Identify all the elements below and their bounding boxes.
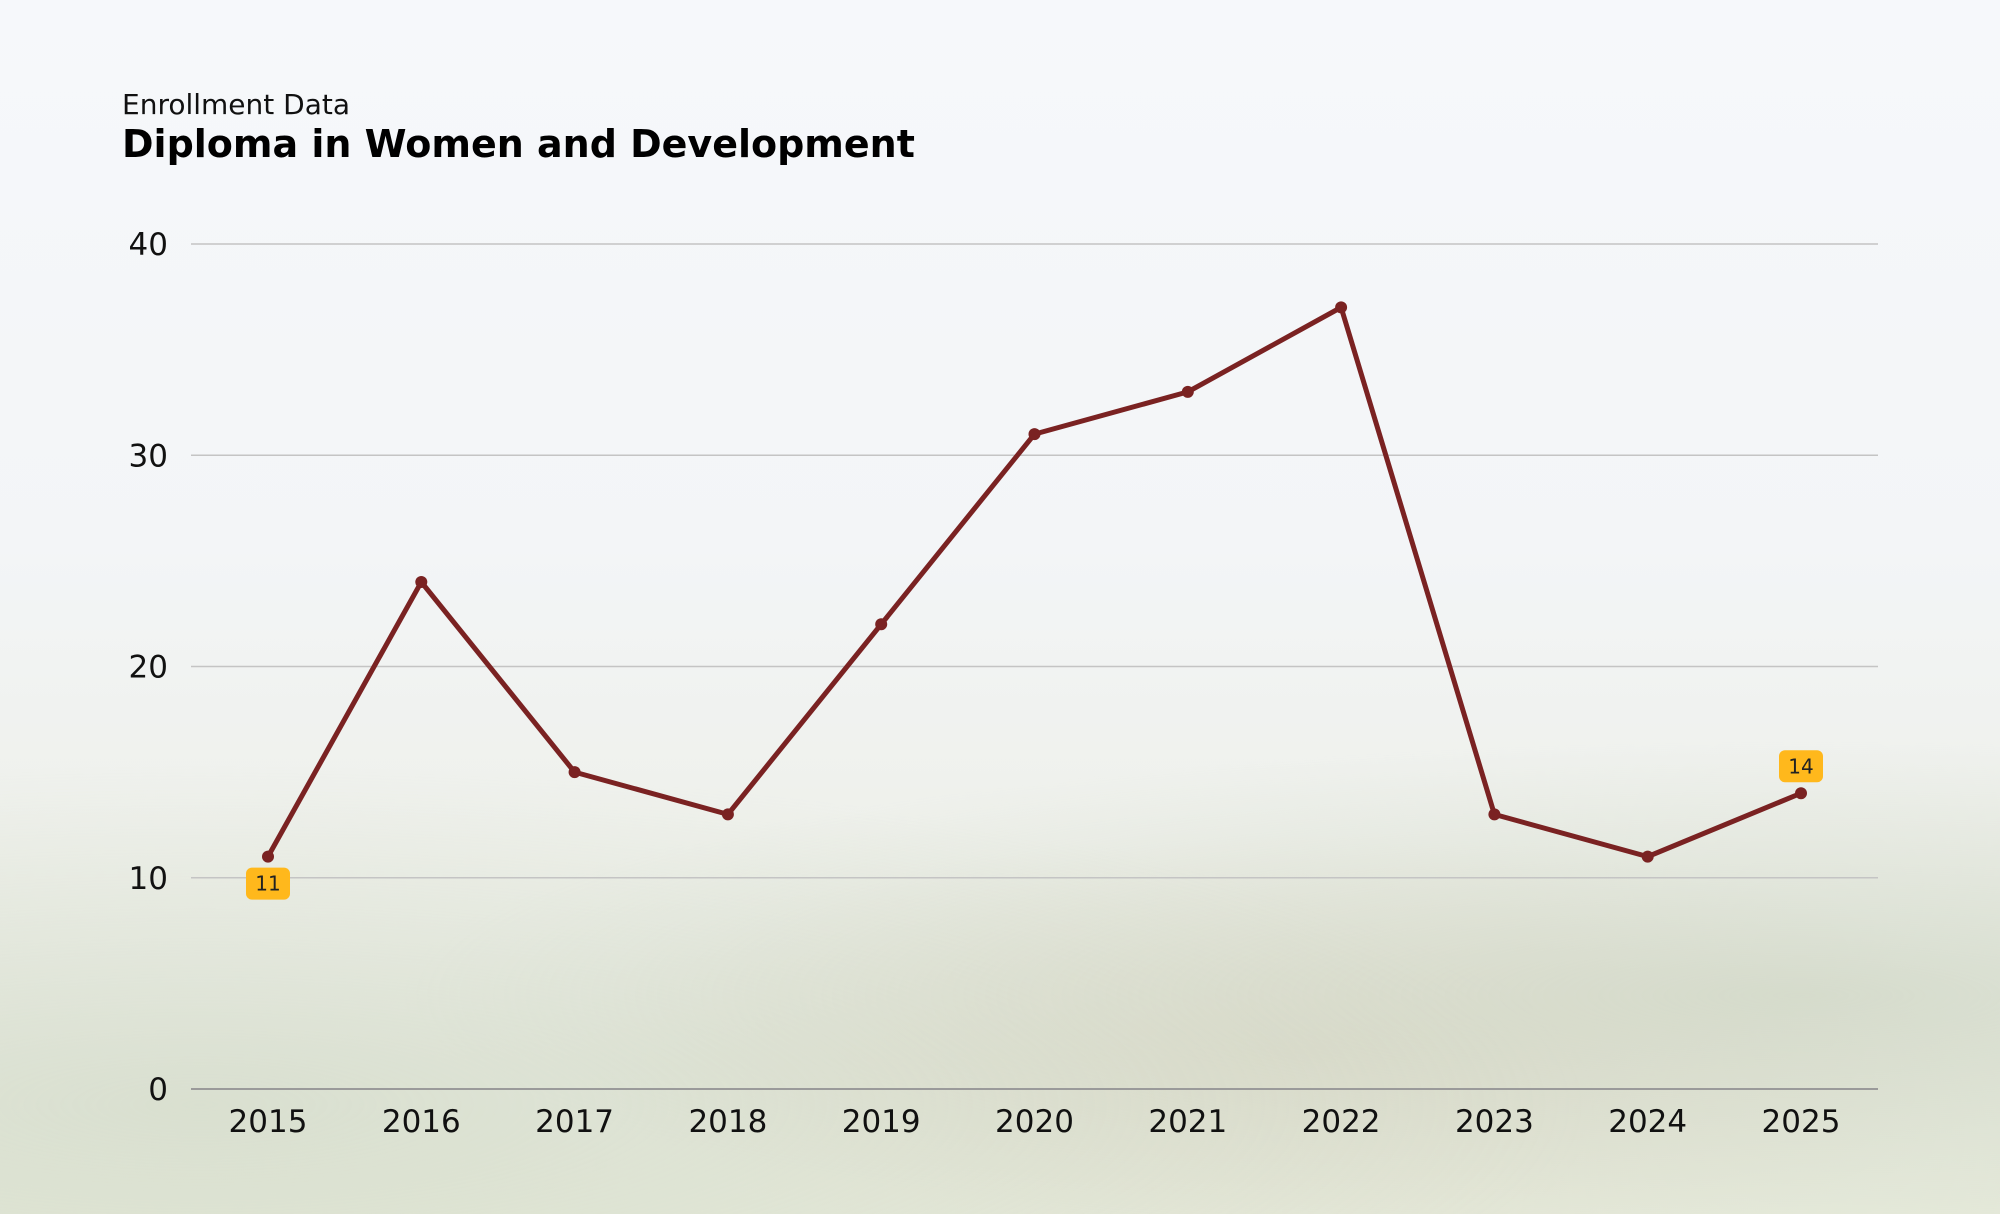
data-label: 14 (1788, 754, 1813, 778)
y-tick-label: 20 (129, 650, 168, 686)
x-tick-label: 2025 (1762, 1104, 1841, 1140)
data-point (875, 618, 888, 631)
x-tick-label: 2020 (995, 1104, 1074, 1140)
series-line (265, 304, 1802, 860)
x-tick-label: 2016 (382, 1104, 461, 1140)
x-tick-label: 2015 (229, 1104, 308, 1140)
x-tick-label: 2021 (1148, 1104, 1227, 1140)
data-label-badge (1779, 750, 1823, 783)
x-tick-label: 2023 (1455, 1104, 1534, 1140)
chart-title: Diploma in Women and Development (122, 122, 915, 166)
data-label-badge (246, 867, 290, 900)
data-point (1181, 385, 1194, 398)
background-photo (0, 667, 2000, 1214)
data-point (721, 808, 734, 821)
x-tick-label: 2024 (1608, 1104, 1687, 1140)
data-point (1335, 301, 1348, 314)
data-point (1028, 428, 1041, 441)
x-tick-label: 2017 (535, 1104, 614, 1140)
data-point (1795, 787, 1807, 800)
x-tick-label: 2019 (842, 1104, 921, 1140)
y-tick-label: 40 (129, 227, 168, 263)
data-point (568, 766, 581, 779)
y-tick-label: 10 (129, 861, 168, 897)
y-tick-label: 30 (129, 438, 168, 474)
data-point (415, 576, 428, 588)
data-point (1488, 808, 1501, 821)
data-point (1641, 850, 1654, 863)
chart-subtitle: Enrollment Data (122, 88, 351, 121)
data-label: 11 (255, 872, 280, 896)
data-point (262, 850, 274, 863)
x-tick-label: 2018 (688, 1104, 767, 1140)
x-tick-label: 2022 (1302, 1104, 1381, 1140)
y-tick-label: 0 (148, 1072, 168, 1108)
